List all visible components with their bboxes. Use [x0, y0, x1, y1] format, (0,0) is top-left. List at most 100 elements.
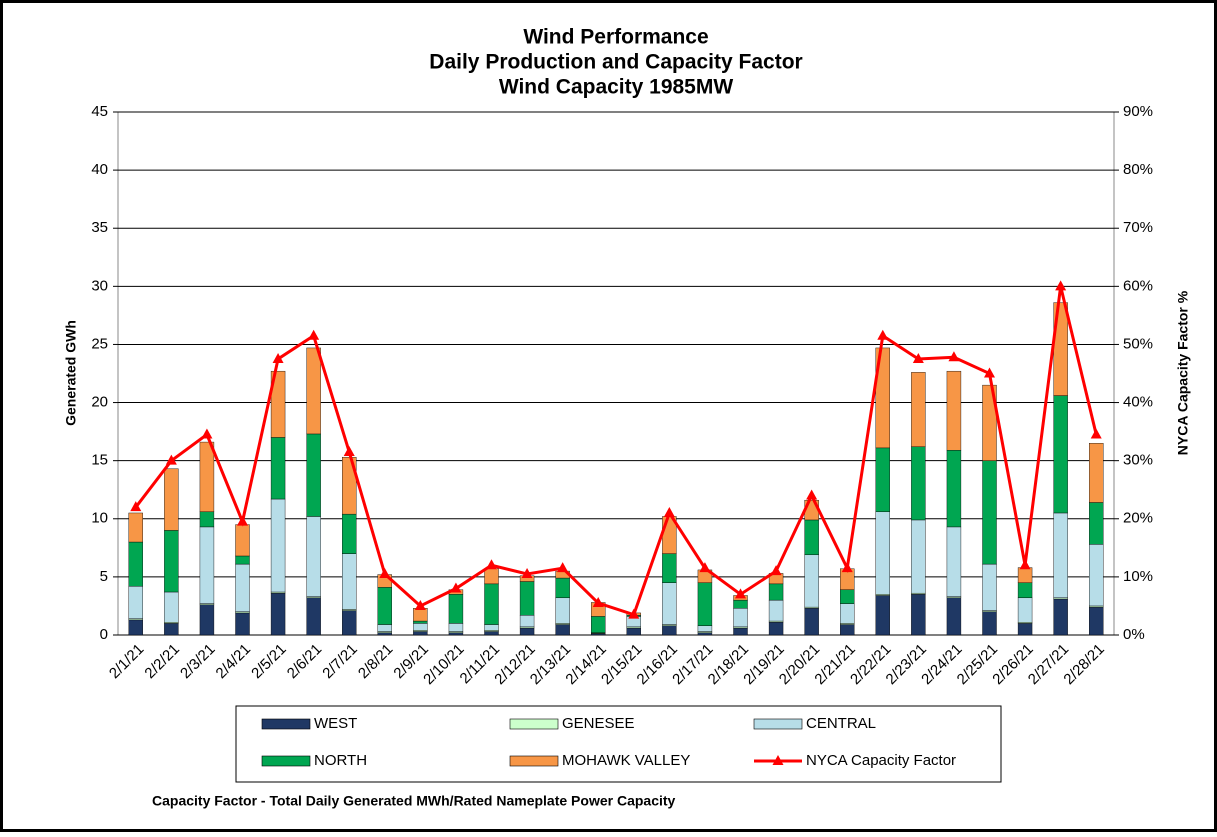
line-marker	[486, 559, 497, 570]
y-tick-label: 20	[91, 394, 108, 411]
bar-segment	[519, 581, 535, 616]
bar-segment	[911, 519, 926, 594]
bar-segment	[199, 511, 215, 528]
y2-tick-label: 10%	[1123, 568, 1153, 585]
bar-segment	[946, 370, 962, 451]
bar-segment	[733, 599, 748, 609]
bar-segment	[982, 563, 997, 611]
bar-segment	[1089, 606, 1104, 636]
bar-segment	[946, 597, 962, 636]
legend-swatch	[509, 718, 559, 730]
chart-subtitle: Wind Capacity 1985MW	[499, 76, 734, 99]
bar-segment	[1017, 567, 1033, 583]
y2-tick-label: 70%	[1123, 219, 1153, 236]
bar-segment	[662, 582, 677, 625]
bar-segment	[164, 623, 179, 636]
bar-segment	[128, 585, 143, 619]
bar-segment	[306, 516, 321, 597]
bar-segment	[555, 624, 570, 636]
bar-segment	[377, 624, 392, 632]
bar-segment	[804, 608, 819, 636]
line-marker	[521, 567, 533, 578]
bar-segment	[448, 594, 464, 624]
bar-segment	[804, 519, 819, 556]
bar-segment	[342, 553, 357, 610]
line-marker	[663, 506, 675, 517]
legend-label: NORTH	[314, 752, 367, 769]
bar-segment	[199, 604, 215, 636]
bar-segment	[235, 524, 250, 557]
line-marker	[877, 329, 889, 340]
bar-segment	[1017, 597, 1033, 623]
bar-segment	[448, 632, 464, 636]
bar-segment	[519, 615, 535, 628]
bar-segment	[484, 631, 499, 636]
bar-segment	[164, 591, 179, 623]
legend-swatch	[261, 755, 311, 767]
bar-segment	[875, 511, 890, 595]
bar-segment	[128, 619, 143, 636]
bar-segment	[199, 441, 215, 513]
bar-segment	[484, 624, 499, 631]
bar-segment	[128, 541, 143, 587]
y2-tick-label: 50%	[1123, 335, 1153, 352]
y-tick-label: 40	[91, 161, 108, 178]
bar-segment	[946, 450, 962, 528]
y2-tick-label: 60%	[1123, 277, 1153, 294]
bar-segment	[1017, 582, 1033, 599]
bar-segment	[911, 372, 926, 447]
bar-segment	[484, 568, 499, 585]
bar-segment	[413, 620, 428, 624]
bar-segment	[1053, 395, 1068, 514]
line-marker	[379, 567, 391, 578]
bar-segment	[342, 513, 357, 554]
legend-label: GENESEE	[562, 715, 635, 732]
bar-segment	[768, 622, 784, 636]
y-tick-label: 35	[91, 219, 108, 236]
line-marker	[414, 599, 426, 610]
bar-segment	[804, 554, 819, 608]
bar-segment	[626, 627, 641, 636]
bar-segment	[413, 623, 428, 631]
legend-box	[235, 705, 1002, 783]
line-marker	[628, 608, 640, 619]
line-marker	[165, 454, 177, 465]
bar-segment	[235, 563, 250, 612]
bar-segment	[697, 625, 713, 632]
legend-label: CENTRAL	[806, 715, 876, 732]
bar-segment	[342, 610, 357, 636]
line-marker	[343, 445, 355, 456]
bar-segment	[875, 595, 890, 636]
chart-title: Wind Performance	[523, 26, 708, 49]
line-marker	[272, 352, 284, 363]
y2-tick-label: 20%	[1123, 510, 1153, 527]
line-marker	[912, 352, 924, 363]
bar-segment	[697, 582, 713, 626]
y-tick-label: 25	[91, 335, 108, 352]
bar-segment	[484, 583, 499, 625]
line-marker	[1019, 559, 1031, 570]
bar-segment	[1053, 512, 1068, 599]
line	[134, 285, 1098, 617]
bar-segment	[306, 433, 321, 517]
bar-segment	[519, 627, 535, 636]
line-marker	[1090, 428, 1102, 439]
legend-swatch	[509, 755, 559, 767]
bar-segment	[1089, 544, 1104, 607]
line-marker	[841, 562, 853, 573]
bar-segment	[662, 625, 677, 636]
bar-segment	[733, 608, 748, 628]
bar-segment	[128, 512, 143, 543]
bar-segment	[270, 498, 286, 593]
line-marker	[592, 597, 604, 608]
legend-label: MOHAWK VALLEY	[562, 752, 690, 769]
bar-segment	[1053, 598, 1068, 636]
bar-segment	[911, 594, 926, 636]
y2-axis-label: NYCA Capacity Factor %	[1175, 290, 1191, 455]
bar-segment	[270, 437, 286, 500]
bar-segment	[377, 587, 392, 625]
line-marker	[308, 329, 320, 340]
y-tick-label: 30	[91, 277, 108, 294]
bar-segment	[911, 446, 926, 521]
